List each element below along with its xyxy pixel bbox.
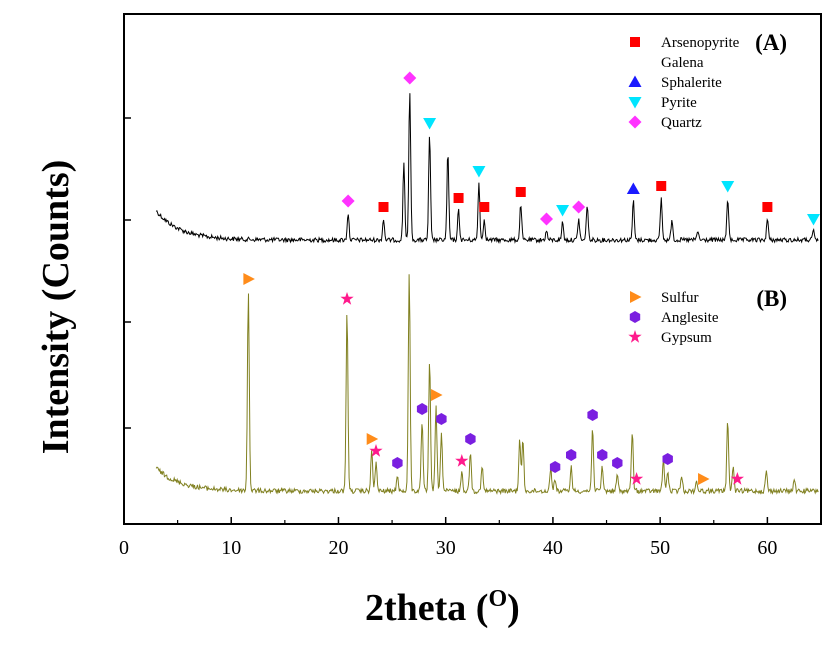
marker-anglesite-32.3 <box>465 433 476 445</box>
legend-label-quartz: Quartz <box>661 115 702 131</box>
series-line-a <box>155 93 819 244</box>
x-tick-label-60: 60 <box>757 537 777 559</box>
legend-label-sulfur: Sulfur <box>661 290 699 306</box>
marker-gypsum-47.8 <box>629 472 644 485</box>
marker-anglesite-40.2 <box>549 461 561 473</box>
x-axis-title-sup: O <box>488 586 507 612</box>
x-tick-label-0: 0 <box>119 537 129 559</box>
marker-quartz-39.4 <box>539 212 553 226</box>
marker-quartz-20.9 <box>341 194 355 208</box>
marker-arsenopyrite-33.6 <box>479 202 490 212</box>
marker-sphalerite-47.5 <box>626 182 640 194</box>
marker-quartz-26.65 <box>403 71 417 85</box>
legend-label-gypsum: Gypsum <box>661 330 712 346</box>
marker-gypsum-57.2 <box>730 472 744 485</box>
legend-label-arsenopyrite: Arsenopyrite <box>661 35 740 51</box>
marker-arsenopyrite-31.2 <box>453 193 464 203</box>
legend-symbol-pyrite <box>628 97 642 109</box>
marker-pyrite-56.3 <box>721 181 735 193</box>
marker-pyrite-28.5 <box>423 118 437 130</box>
marker-sulfur-29.1 <box>431 389 443 401</box>
legend-symbol-sulfur <box>630 291 642 303</box>
legend-label-pyrite: Pyrite <box>661 95 697 111</box>
marker-anglesite-50.7 <box>662 453 673 465</box>
marker-pyrite-64.3 <box>806 214 820 226</box>
x-tick-label-20: 20 <box>328 537 348 559</box>
marker-anglesite-25.5 <box>392 457 403 469</box>
y-axis-title: Intensity (Counts) <box>35 160 77 455</box>
panel-label-b: (B) <box>756 286 787 311</box>
legends: Arsenopyrite Galena Sphalerite Pyrite Quartz… <box>628 35 740 346</box>
marker-pyrite-40.9 <box>556 205 570 217</box>
marker-arsenopyrite-37 <box>515 187 526 197</box>
y-axis-ticks <box>124 117 131 429</box>
marker-arsenopyrite-50.1 <box>656 181 667 191</box>
x-axis-title: 2theta (O) <box>365 586 520 629</box>
x-tick-label-30: 30 <box>436 537 456 559</box>
phase-markers <box>243 71 820 485</box>
x-tick-label-10: 10 <box>221 537 241 559</box>
marker-sulfur-54 <box>698 473 710 485</box>
x-tick-label-50: 50 <box>650 537 670 559</box>
legend-label-anglesite: Anglesite <box>661 310 719 326</box>
marker-anglesite-43.7 <box>587 409 598 421</box>
marker-anglesite-44.6 <box>597 449 608 461</box>
legend-symbol-gypsum <box>628 330 642 343</box>
legend-symbol-sphalerite <box>628 75 642 87</box>
series-lines <box>155 93 819 496</box>
marker-arsenopyrite-24.2 <box>378 202 389 212</box>
marker-arsenopyrite-60 <box>762 202 773 212</box>
marker-sulfur-11.6 <box>243 273 255 285</box>
series-line-b <box>155 274 819 496</box>
legend-symbol-arsenopyrite <box>630 37 640 47</box>
panel-label-a: (A) <box>755 30 787 55</box>
marker-anglesite-41.7 <box>566 449 577 461</box>
marker-quartz-42.4 <box>572 200 586 214</box>
marker-anglesite-27.8 <box>416 403 428 415</box>
marker-gypsum-23.5 <box>369 444 383 457</box>
plot-frame <box>123 13 822 525</box>
legend-label-galena: Galena <box>661 55 704 71</box>
marker-anglesite-46 <box>612 457 623 469</box>
marker-sulfur-23.1 <box>366 432 379 445</box>
legend-symbol-quartz <box>628 115 642 129</box>
legend-label-sphalerite: Sphalerite <box>661 75 722 91</box>
legend-symbol-anglesite <box>629 311 641 323</box>
x-axis-title-close: ) <box>507 587 520 629</box>
marker-gypsum-31.5 <box>455 454 469 467</box>
x-axis-title-main: 2theta ( <box>365 587 488 629</box>
marker-anglesite-29.6 <box>436 413 447 425</box>
marker-pyrite-33.1 <box>472 166 486 178</box>
x-tick-label-40: 40 <box>543 537 563 559</box>
marker-gypsum-20.8 <box>340 292 354 305</box>
